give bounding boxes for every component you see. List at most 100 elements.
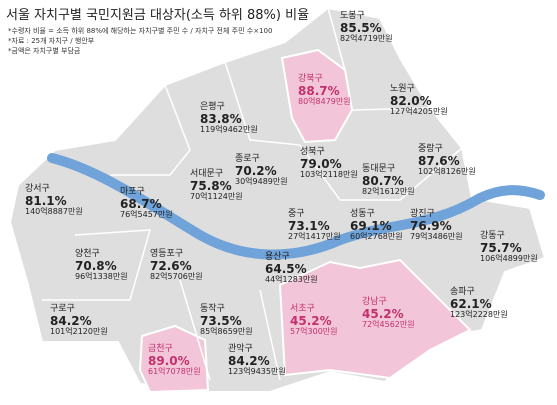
district-rate: 79.0%: [300, 156, 342, 171]
district-label: 광진구 76.9% 79억3486만원: [410, 209, 463, 242]
district-amount: 119억9462만원: [200, 125, 258, 135]
district-label: 강북구 88.7% 80억8479만원: [298, 74, 351, 107]
district-rate: 45.2%: [290, 313, 332, 328]
district-rate: 45.2%: [362, 306, 404, 321]
district-name: 동작구: [200, 304, 225, 314]
district-name: 강동구: [480, 231, 505, 241]
district-borders: [42, 7, 463, 381]
district-label: 서대문구 75.8% 70억1124만원: [190, 169, 243, 202]
district-amount: 76억5457만원: [120, 210, 173, 220]
district-amount: 61억7078만원: [148, 367, 201, 377]
han-river: [47, 153, 545, 260]
district-name: 성북구: [300, 147, 325, 157]
district-amount: 140억8887만원: [25, 207, 83, 217]
district-amount: 44억1283만원: [265, 275, 318, 285]
district-name: 영등포구: [150, 249, 184, 259]
district-name: 강남구: [362, 297, 387, 307]
district-amount: 103억2118만원: [300, 170, 358, 180]
district-name: 중랑구: [418, 144, 443, 154]
district-amount: 101억2120만원: [50, 327, 108, 337]
district-amount: 82억1612만원: [362, 187, 415, 197]
district-rate: 88.7%: [298, 83, 340, 98]
district-amount: 60억2768만원: [350, 232, 403, 242]
district-rate: 73.5%: [200, 313, 242, 328]
highlight-gangnam-seocho: [278, 258, 472, 380]
district-label: 용산구 64.5% 44억1283만원: [265, 252, 318, 285]
district-rate: 69.1%: [350, 218, 392, 233]
note: *금액은 자치구별 부담금: [8, 47, 81, 55]
district-rate: 87.6%: [418, 153, 460, 168]
district-amount: 123억2228만원: [450, 310, 508, 320]
district-name: 구로구: [50, 304, 75, 314]
district-amount: 82억4719만원: [340, 34, 393, 44]
district-name: 양천구: [75, 249, 100, 259]
district-name: 은평구: [200, 102, 225, 112]
district-rate: 73.1%: [288, 218, 330, 233]
district-amount: 57억300만원: [290, 327, 338, 337]
district-name: 노원구: [390, 84, 415, 94]
district-label: 은평구 83.8% 119억9462만원: [200, 102, 258, 135]
district-rate: 84.2%: [50, 313, 92, 328]
district-label: 중구 73.1% 27억1417만원: [288, 209, 341, 242]
district-rate: 85.5%: [340, 20, 382, 35]
district-rate: 70.8%: [75, 258, 117, 273]
district-name: 종로구: [235, 154, 260, 164]
district-label: 성동구 69.1% 60억2768만원: [350, 209, 403, 242]
district-rate: 84.2%: [228, 353, 270, 368]
district-rate: 80.7%: [362, 173, 404, 188]
district-amount: 102억8126만원: [418, 167, 476, 177]
district-label: 도봉구 85.5% 82억4719만원: [340, 11, 393, 44]
district-amount: 70억1124만원: [190, 192, 243, 202]
district-rate: 64.5%: [265, 261, 307, 276]
district-amount: 123억9435만원: [228, 367, 286, 377]
district-amount: 79억3486만원: [410, 232, 463, 242]
district-label: 동작구 73.5% 85억8659만원: [200, 304, 253, 337]
district-rate: 75.8%: [190, 178, 232, 193]
note: *자료 : 25개 자치구 / 행안부: [8, 37, 95, 45]
district-label: 마포구 68.7% 76억5457만원: [120, 187, 173, 220]
district-name: 서초구: [290, 304, 315, 314]
district-rate: 72.6%: [150, 258, 192, 273]
district-label: 중랑구 87.6% 102억8126만원: [418, 144, 476, 177]
district-amount: 96억1338만원: [75, 272, 128, 282]
district-amount: 127억4205만원: [390, 107, 448, 117]
district-name: 서대문구: [190, 169, 224, 179]
district-name: 마포구: [120, 187, 145, 197]
district-label: 영등포구 72.6% 82억5706만원: [150, 249, 203, 282]
district-amount: 72억4562만원: [362, 320, 415, 330]
district-label: 구로구 84.2% 101억2120만원: [50, 304, 108, 337]
district-name: 강북구: [298, 74, 323, 84]
district-rate: 82.0%: [390, 93, 432, 108]
district-name: 성동구: [350, 209, 375, 219]
district-rate: 75.7%: [480, 240, 522, 255]
district-rate: 70.2%: [235, 163, 277, 178]
title: 서울 자치구별 국민지원금 대상자(소득 하위 88%) 비율: [6, 8, 310, 23]
district-amount: 82억5706만원: [150, 272, 203, 282]
district-rate: 62.1%: [450, 296, 492, 311]
district-label: 송파구 62.1% 123억2228만원: [450, 287, 508, 320]
district-name: 중구: [288, 209, 305, 219]
note: *수령자 비율 = 소득 하위 88%에 해당하는 자치구별 주민 수 / 자치…: [8, 27, 273, 35]
district-rate: 68.7%: [120, 196, 162, 211]
district-label: 노원구 82.0% 127억4205만원: [390, 84, 448, 117]
district-label: 강서구 81.1% 140억8887만원: [25, 184, 83, 217]
district-rate: 81.1%: [25, 193, 67, 208]
district-amount: 85억8659만원: [200, 327, 253, 337]
district-label: 관악구 84.2% 123억9435만원: [228, 344, 286, 377]
district-label: 강남구 45.2% 72억4562만원: [362, 297, 415, 330]
district-name: 강서구: [25, 184, 50, 194]
highlight-geumcheon: [138, 324, 210, 394]
district-rate: 83.8%: [200, 111, 242, 126]
district-amount: 80억8479만원: [298, 97, 351, 107]
district-label: 종로구 70.2% 30억9489만원: [235, 154, 288, 187]
district-name: 광진구: [410, 209, 435, 219]
district-label: 서초구 45.2% 57억300만원: [290, 304, 338, 337]
district-name: 금천구: [148, 344, 173, 354]
district-amount: 27억1417만원: [288, 232, 341, 242]
district-name: 용산구: [265, 252, 290, 262]
district-label: 강동구 75.7% 106억4899만원: [480, 231, 538, 264]
district-amount: 106억4899만원: [480, 254, 538, 264]
district-name: 동대문구: [362, 164, 396, 174]
